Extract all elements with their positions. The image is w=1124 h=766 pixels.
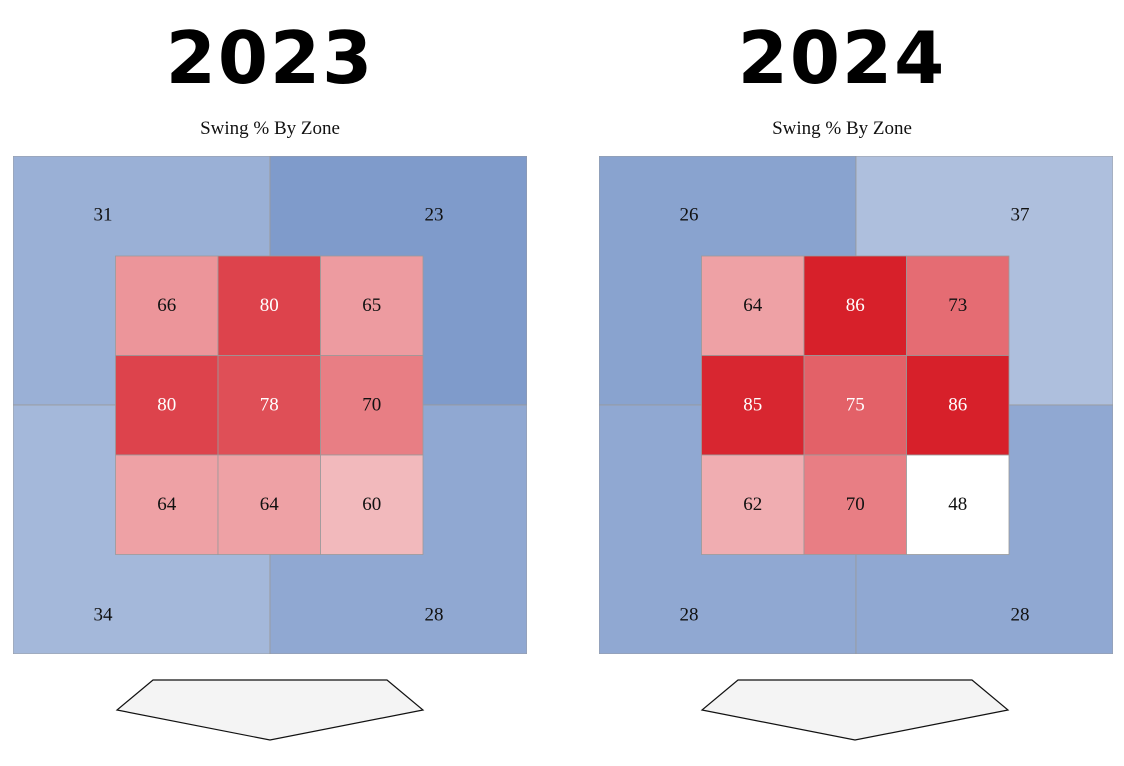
home-plate-icon-2023 <box>115 679 425 741</box>
chart-title-2024: Swing % By Zone <box>772 118 912 139</box>
zone-cell-r2-c2 <box>217 355 321 456</box>
strike-zone-2023: 31 23 34 28 66 80 65 80 78 70 64 64 60 <box>13 156 527 654</box>
outer-zone-label-bottom-left: 34 <box>94 604 114 625</box>
zone-cell-r3-c2 <box>217 454 321 555</box>
zone-cell-label-r2-c3: 86 <box>948 395 967 416</box>
zone-cell-r2-c2 <box>803 355 907 456</box>
zone-cell-r1-c2 <box>217 255 321 356</box>
zone-cell-r2-c1 <box>115 355 219 456</box>
outer-zone-label-top-right: 23 <box>425 204 444 225</box>
zone-cell-label-r1-c3: 65 <box>362 295 381 316</box>
zone-cell-r1-c3 <box>320 255 424 356</box>
zone-cell-label-r2-c1: 85 <box>743 395 762 416</box>
zone-cell-label-r1-c3: 73 <box>948 295 967 316</box>
year-header-2023: 2023 <box>165 16 375 100</box>
year-header-2024: 2024 <box>737 16 947 100</box>
zone-cell-label-r2-c3: 70 <box>362 395 381 416</box>
zone-cell-label-r3-c3: 48 <box>948 494 967 515</box>
zone-cell-label-r1-c2: 86 <box>846 295 865 316</box>
zone-cell-label-r3-c1: 64 <box>157 494 177 515</box>
zone-cell-label-r1-c2: 80 <box>260 295 279 316</box>
home-plate-icon-2024 <box>700 679 1010 741</box>
zone-cell-label-r2-c2: 78 <box>260 395 279 416</box>
zone-cell-label-r2-c1: 80 <box>157 395 176 416</box>
zone-cell-label-r1-c1: 66 <box>157 295 176 316</box>
zone-cell-r1-c1 <box>115 255 219 356</box>
zone-cell-r3-c1 <box>115 454 219 555</box>
outer-zone-label-bottom-right: 28 <box>425 604 444 625</box>
outer-zone-label-bottom-left: 28 <box>680 604 699 625</box>
zone-cell-r1-c3 <box>906 255 1010 356</box>
zone-cell-r2-c1 <box>701 355 805 456</box>
zone-cell-r2-c3 <box>320 355 424 456</box>
zone-cell-label-r3-c3: 60 <box>362 494 381 515</box>
outer-zone-label-top-left: 26 <box>680 204 699 225</box>
zone-cell-r2-c3 <box>906 355 1010 456</box>
zone-heatmap-svg: 31 23 34 28 66 80 65 80 78 70 64 64 60 <box>13 156 527 654</box>
zone-cell-label-r3-c1: 62 <box>743 494 762 515</box>
outer-zone-label-top-left: 31 <box>94 204 113 225</box>
zone-cell-r3-c3 <box>320 454 424 555</box>
zone-heatmap-svg: 26 37 28 28 64 86 73 85 75 86 62 70 48 <box>599 156 1113 654</box>
zone-cell-label-r2-c2: 75 <box>846 395 865 416</box>
outer-zone-label-bottom-right: 28 <box>1011 604 1030 625</box>
strike-zone-2024: 26 37 28 28 64 86 73 85 75 86 62 70 48 <box>599 156 1113 654</box>
zone-cell-r1-c2 <box>803 255 907 356</box>
zone-cell-label-r1-c1: 64 <box>743 295 763 316</box>
zone-cell-r1-c1 <box>701 255 805 356</box>
zone-cell-label-r3-c2: 64 <box>260 494 280 515</box>
chart-title-2023: Swing % By Zone <box>200 118 340 139</box>
outer-zone-label-top-right: 37 <box>1011 204 1030 225</box>
zone-cell-label-r3-c2: 70 <box>846 494 865 515</box>
zone-cell-r3-c1 <box>701 454 805 555</box>
zone-cell-r3-c2 <box>803 454 907 555</box>
zone-cell-r3-c3 <box>906 454 1010 555</box>
